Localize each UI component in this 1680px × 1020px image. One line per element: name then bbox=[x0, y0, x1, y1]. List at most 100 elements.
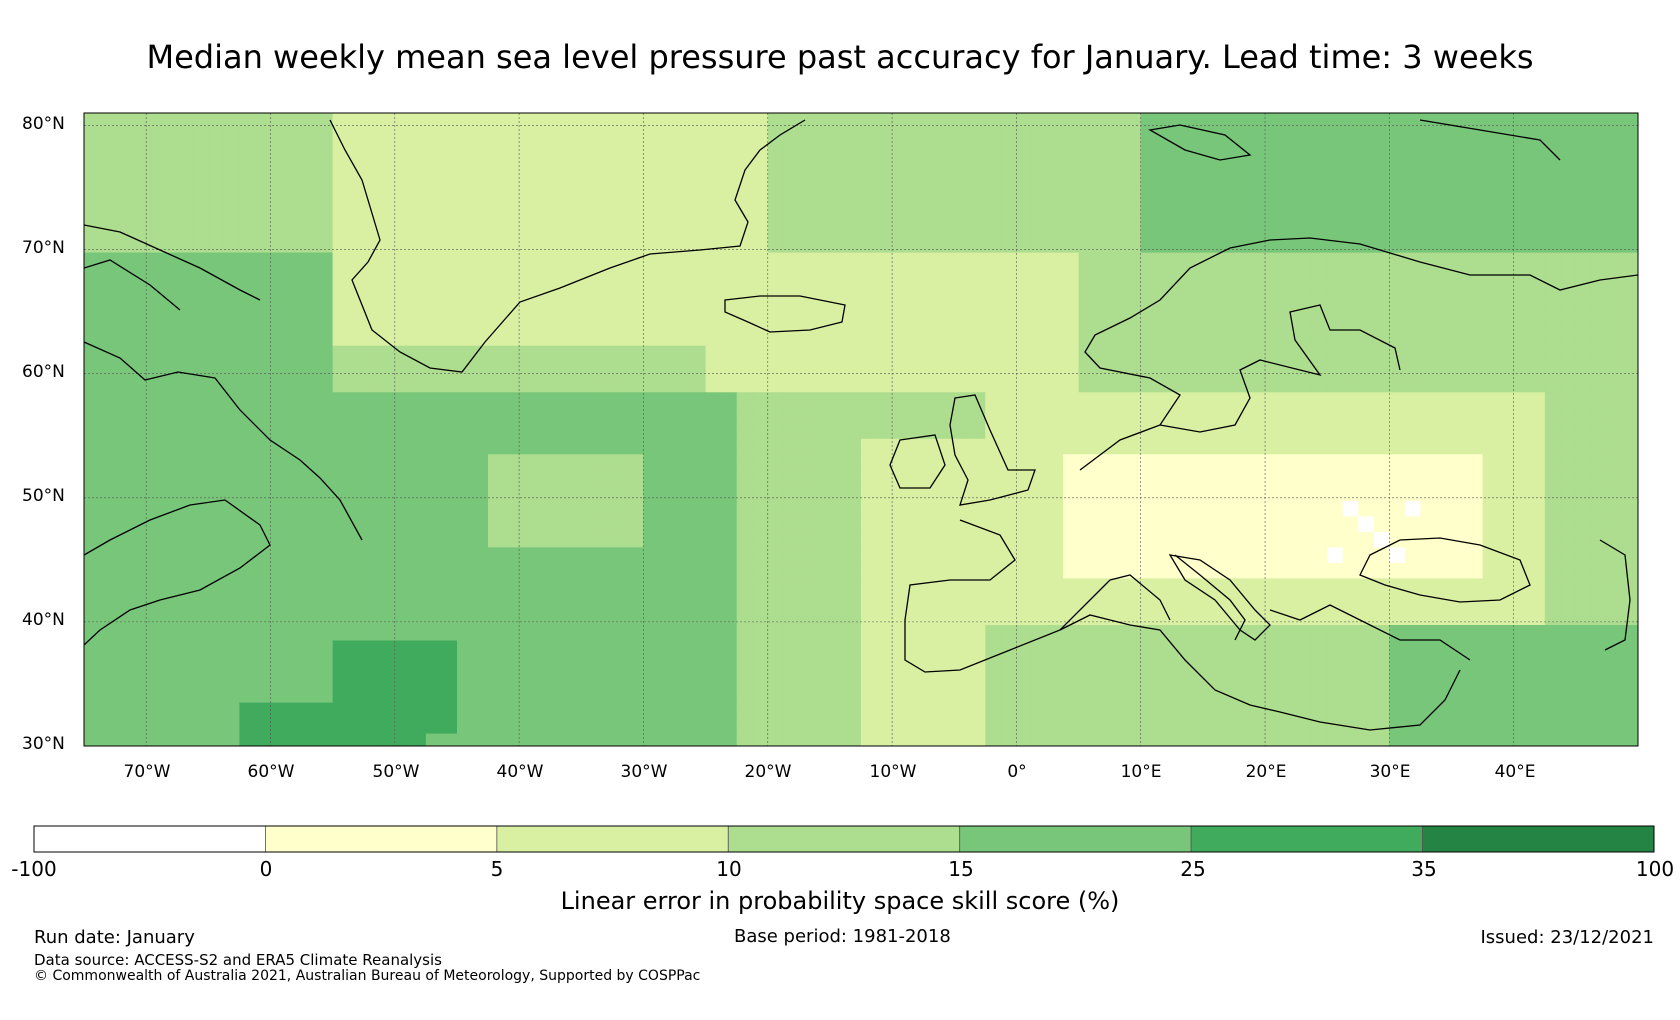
grid-cell bbox=[1140, 687, 1157, 704]
grid-cell bbox=[1389, 206, 1406, 223]
grid-cell bbox=[503, 407, 520, 424]
grid-cell bbox=[1156, 562, 1173, 580]
grid-cell bbox=[1125, 671, 1142, 688]
grid-cell bbox=[1560, 128, 1577, 145]
grid-cell bbox=[1125, 531, 1142, 549]
grid-cell bbox=[659, 268, 676, 285]
grid-cell bbox=[550, 454, 567, 471]
grid-cell bbox=[534, 190, 551, 207]
grid-cell bbox=[99, 237, 116, 254]
grid-cell bbox=[659, 252, 676, 269]
grid-cell bbox=[503, 190, 520, 207]
grid-cell bbox=[1063, 330, 1080, 347]
grid-cell bbox=[1000, 469, 1018, 486]
grid-cell bbox=[519, 454, 536, 471]
grid-cell bbox=[659, 128, 676, 145]
grid-cell bbox=[767, 733, 784, 746]
grid-cell bbox=[1498, 640, 1515, 657]
grid-cell bbox=[814, 392, 831, 409]
grid-cell bbox=[1078, 113, 1095, 130]
grid-cell bbox=[394, 175, 411, 192]
grid-cell bbox=[84, 656, 101, 673]
grid-cell bbox=[581, 656, 598, 673]
grid-cell bbox=[1482, 206, 1499, 223]
grid-cell bbox=[1358, 485, 1375, 502]
grid-cell bbox=[1467, 221, 1484, 238]
grid-cell bbox=[1249, 656, 1266, 673]
grid-cell bbox=[301, 190, 318, 207]
grid-cell bbox=[192, 330, 209, 347]
grid-cell bbox=[379, 283, 396, 300]
grid-cell bbox=[223, 485, 241, 502]
grid-cell bbox=[286, 469, 303, 486]
grid-cell bbox=[146, 175, 163, 192]
grid-cell bbox=[379, 438, 396, 455]
grid-cell bbox=[643, 718, 660, 735]
colorbar-segment bbox=[1422, 825, 1655, 853]
grid-cell bbox=[938, 361, 955, 378]
grid-cell bbox=[457, 128, 474, 145]
grid-cell bbox=[798, 485, 815, 502]
grid-cell bbox=[1482, 283, 1499, 300]
grid-cell bbox=[1156, 361, 1173, 378]
grid-cell bbox=[208, 594, 225, 611]
grid-cell bbox=[938, 237, 955, 254]
grid-cell bbox=[239, 687, 256, 704]
grid-cell bbox=[752, 733, 769, 746]
grid-cell bbox=[1296, 485, 1313, 502]
grid-cell bbox=[1451, 687, 1468, 704]
copyright: © Commonwealth of Australia 2021, Austra… bbox=[34, 968, 701, 984]
grid-cell bbox=[1171, 500, 1188, 518]
grid-cell bbox=[1296, 392, 1313, 409]
grid-cell bbox=[1094, 516, 1111, 533]
grid-cell bbox=[1327, 376, 1344, 393]
grid-cell bbox=[363, 656, 380, 673]
grid-cell bbox=[752, 656, 769, 673]
grid-cell bbox=[969, 469, 986, 486]
grid-cell bbox=[814, 206, 831, 223]
grid-cell bbox=[674, 625, 691, 642]
grid-cell bbox=[643, 175, 660, 192]
grid-cell bbox=[627, 702, 645, 719]
grid-cell bbox=[115, 376, 132, 393]
grid-cell bbox=[1000, 687, 1018, 704]
grid-cell bbox=[1404, 671, 1422, 688]
colorbar-tick-neg100: -100 bbox=[11, 857, 57, 881]
grid-cell bbox=[1606, 531, 1624, 549]
grid-cell bbox=[161, 206, 178, 223]
grid-cell bbox=[1000, 361, 1018, 378]
grid-cell bbox=[115, 547, 132, 564]
grid-cell bbox=[550, 423, 567, 440]
grid-cell bbox=[861, 407, 878, 424]
grid-cell bbox=[1187, 531, 1204, 549]
grid-cell bbox=[534, 330, 551, 347]
grid-cell bbox=[581, 625, 598, 642]
grid-cell bbox=[1296, 562, 1313, 580]
grid-cell bbox=[674, 469, 691, 486]
grid-cell bbox=[1560, 640, 1577, 657]
grid-cell bbox=[1606, 625, 1624, 642]
grid-cell bbox=[1404, 113, 1422, 130]
grid-cell bbox=[115, 640, 132, 657]
grid-cell bbox=[767, 718, 784, 735]
grid-cell bbox=[627, 547, 645, 564]
grid-cell bbox=[1606, 361, 1624, 378]
grid-cell bbox=[223, 361, 241, 378]
grid-cell bbox=[1140, 640, 1157, 657]
grid-cell bbox=[270, 314, 287, 331]
grid-cell bbox=[876, 392, 893, 409]
grid-cell bbox=[177, 330, 194, 347]
grid-cell bbox=[1000, 625, 1018, 642]
grid-cell bbox=[829, 113, 847, 130]
grid-cell bbox=[798, 625, 815, 642]
grid-cell bbox=[550, 594, 567, 611]
grid-cell bbox=[705, 423, 722, 440]
grid-cell bbox=[1482, 656, 1499, 673]
grid-cell bbox=[892, 547, 909, 564]
grid-cell bbox=[1498, 144, 1515, 161]
grid-cell bbox=[1358, 128, 1375, 145]
grid-cell bbox=[348, 485, 365, 502]
grid-cell bbox=[332, 206, 349, 223]
grid-cell bbox=[1280, 314, 1297, 331]
grid-cell bbox=[161, 500, 178, 518]
